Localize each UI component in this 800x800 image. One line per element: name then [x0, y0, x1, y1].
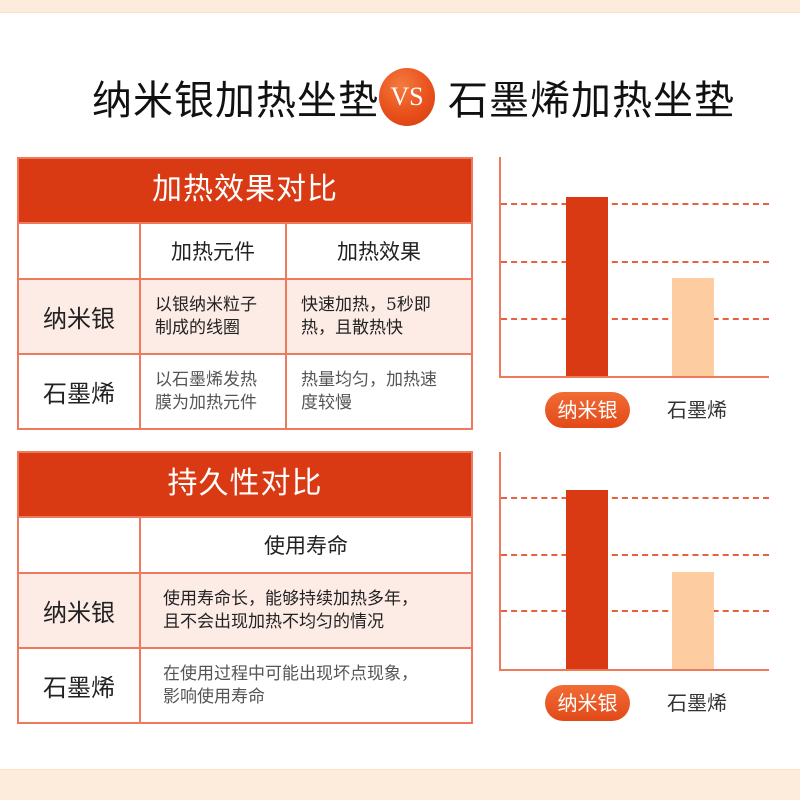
table-title: 持久性对比: [19, 453, 471, 516]
bar-graphene: [672, 278, 714, 376]
cell-line: 热量均匀，加热速: [301, 369, 437, 390]
table-title: 加热效果对比: [19, 159, 471, 222]
row-label: 纳米银: [43, 305, 115, 333]
gridline: [501, 610, 769, 612]
gridline: [501, 203, 769, 205]
column-header-heating-element: 加热元件: [139, 224, 285, 278]
bar-graphene: [672, 572, 714, 669]
table-row: 纳米银 使用寿命长，能够持续加热多年， 且不会出现加热不均匀的情况: [19, 572, 471, 647]
cell-line: 热，且散热快: [301, 317, 403, 338]
graphene-title: 石墨烯加热坐垫: [448, 78, 735, 124]
table-row: 石墨烯 在使用过程中可能出现坏点现象， 影响使用寿命: [19, 647, 471, 722]
heating-comparison-table: 加热效果对比 加热元件 加热效果 纳米银 以银纳米粒子 制成的线圈 快速加热，5秒…: [17, 157, 473, 430]
heating-bar-chart: 纳米银 石墨烯: [499, 157, 771, 437]
gridline: [501, 261, 769, 263]
cell-line: 使用寿命长，能够持续加热多年，: [163, 588, 418, 609]
x-label-graphene: 石墨烯: [667, 691, 727, 715]
gridline: [501, 554, 769, 556]
durability-bar-chart: 纳米银 石墨烯: [499, 452, 771, 732]
cell-line: 制成的线圈: [155, 317, 240, 338]
row-label: 石墨烯: [43, 380, 115, 408]
cell-line: 度较慢: [301, 392, 352, 413]
column-header-heating-effect: 加热效果: [285, 224, 471, 278]
table-row: 石墨烯 以石墨烯发热 膜为加热元件 热量均匀，加热速 度较慢: [19, 353, 471, 428]
x-label-graphene: 石墨烯: [667, 398, 727, 422]
header-empty-cell: [19, 518, 139, 572]
cell-line: 膜为加热元件: [155, 392, 257, 413]
cell-line: 在使用过程中可能出现坏点现象，: [163, 663, 418, 684]
column-header-service-life: 使用寿命: [139, 518, 471, 572]
x-axis: [499, 669, 769, 671]
y-axis: [499, 452, 501, 671]
table-cell: 使用寿命长，能够持续加热多年， 且不会出现加热不均匀的情况: [139, 574, 471, 647]
top-band: [0, 0, 800, 13]
table-cell: 以银纳米粒子 制成的线圈: [139, 280, 285, 353]
gridline: [501, 318, 769, 320]
cell-line: 以石墨烯发热: [155, 369, 257, 390]
durability-comparison-table: 持久性对比 使用寿命 纳米银 使用寿命长，能够持续加热多年， 且不会出现加热不均匀…: [17, 451, 473, 724]
cell-line: 快速加热，5秒即: [301, 294, 431, 315]
table-cell: 以石墨烯发热 膜为加热元件: [139, 355, 285, 428]
bottom-band: [0, 769, 800, 800]
table-cell: 快速加热，5秒即 热，且散热快: [285, 280, 471, 353]
header-empty-cell: [19, 224, 139, 278]
y-axis: [499, 157, 501, 378]
x-label-nano-silver-pill: 纳米银: [545, 392, 630, 428]
cell-line: 且不会出现加热不均匀的情况: [163, 611, 384, 632]
row-label: 纳米银: [43, 599, 115, 627]
headline: 纳米银加热坐垫 VS 石墨烯加热坐垫: [0, 62, 800, 132]
table-cell: 热量均匀，加热速 度较慢: [285, 355, 471, 428]
table-header-row: 加热元件 加热效果: [19, 222, 471, 278]
table-cell: 在使用过程中可能出现坏点现象， 影响使用寿命: [139, 649, 471, 722]
vs-badge-icon: VS: [379, 68, 435, 126]
x-axis: [499, 376, 769, 378]
gridline: [501, 497, 769, 499]
table-header-row: 使用寿命: [19, 516, 471, 572]
row-label: 石墨烯: [43, 674, 115, 702]
bar-nano-silver: [566, 197, 608, 376]
cell-line: 以银纳米粒子: [155, 294, 257, 315]
table-row: 纳米银 以银纳米粒子 制成的线圈 快速加热，5秒即 热，且散热快: [19, 278, 471, 353]
cell-line: 影响使用寿命: [163, 686, 265, 707]
bar-nano-silver: [566, 490, 608, 669]
nano-silver-title: 纳米银加热坐垫: [92, 78, 379, 124]
x-label-nano-silver-pill: 纳米银: [545, 685, 630, 721]
